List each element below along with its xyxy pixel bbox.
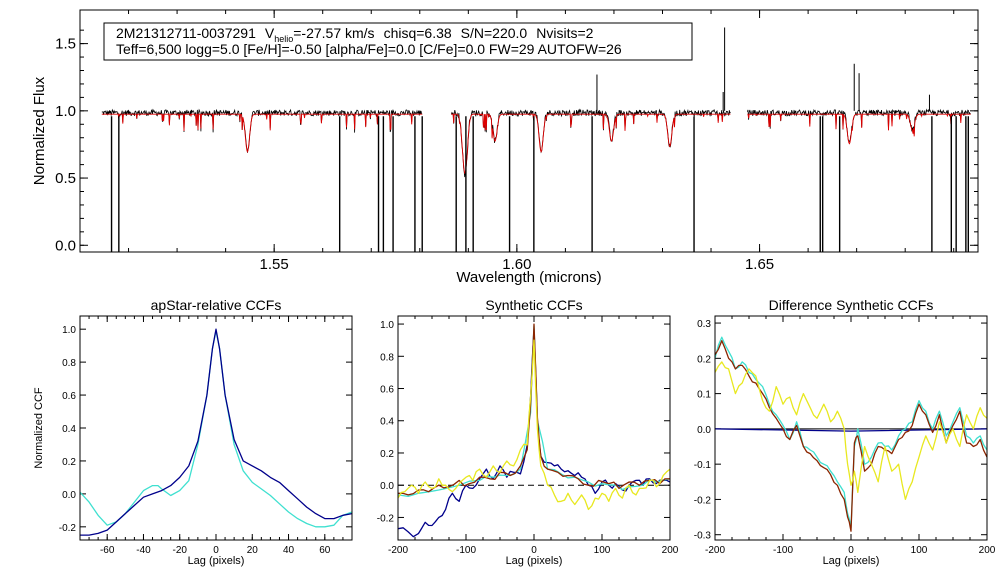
y-tick-label: 0.1: [697, 390, 711, 401]
x-tick-label: 200: [662, 545, 679, 556]
plot-frame: [79, 9, 979, 253]
x-tick-label: 0: [848, 545, 854, 556]
ccf-data: [80, 328, 352, 536]
x-axis-label: Lag (pixels): [506, 555, 563, 567]
x-tick-label: -40: [136, 545, 151, 556]
series-cyan: [715, 336, 987, 529]
snr-value: S/N=220.0: [461, 25, 528, 41]
y-tick-label: 0.0: [55, 237, 76, 254]
x-tick-label: -60: [100, 545, 115, 556]
model-spectrum-segment: [747, 113, 971, 145]
y-tick-label: 0.5: [55, 170, 76, 187]
y-tick-label: 0.6: [62, 391, 76, 402]
plot-frame: [714, 315, 988, 541]
synthetic-ccf-panel: Synthetic CCFs -0.2 0.0 0.2 0.4 0.6 0.8 1.0 -200…: [377, 297, 679, 567]
y-tick-label: 0.8: [380, 352, 394, 363]
x-tick-label: 60: [319, 545, 331, 556]
info-box: [103, 22, 693, 61]
star-id: 2M21312711-0037291: [116, 25, 256, 41]
y-tick-label: 1.5: [55, 36, 76, 53]
y-tick-label: 1.0: [380, 320, 394, 331]
x-tick-label: -100: [456, 545, 476, 556]
x-tick-label: 100: [594, 545, 611, 556]
x-axis-label: Lag (pixels): [188, 555, 245, 567]
y-tick-label: 0.2: [697, 354, 711, 365]
y-tick-label: 0.2: [62, 457, 76, 468]
x-tick-label: -200: [388, 545, 408, 556]
spectrum-panel: 0.0 0.5 1.0 1.5 1.55 1.60 1.65 Wavelength (micr…: [31, 9, 979, 286]
series-navy: [398, 328, 670, 538]
ccf-data: [715, 336, 987, 532]
y-tick-label: 0.0: [62, 490, 76, 501]
y-tick-label: -0.3: [694, 531, 712, 542]
x-tick-label: 200: [979, 545, 996, 556]
x-tick-label: 20: [247, 545, 259, 556]
x-tick-label: -200: [705, 545, 725, 556]
info-line-1: 2M21312711-0037291 Vhelio=-27.57 km/s chis…: [116, 25, 594, 44]
vhelio-subscript: helio: [274, 34, 293, 44]
x-tick-label: 100: [911, 545, 928, 556]
y-tick-label: -0.2: [377, 513, 395, 524]
spectrum-data: [101, 27, 971, 252]
y-axis-label: Normalized CCF: [33, 387, 45, 469]
x-tick-label: 1.55: [260, 256, 289, 273]
nvisits-value: Nvisits=2: [536, 25, 593, 41]
series-brown: [715, 340, 987, 532]
x-tick-label: 1.65: [745, 256, 774, 273]
apstar-ccf-panel: apStar-relative CCFs -0.2 0.0 0.2 0.4 0.6 0.8 1…: [33, 297, 353, 567]
model-spectrum-segment: [101, 113, 423, 154]
y-tick-label: 1.0: [62, 325, 76, 336]
y-tick-label: 0.4: [62, 424, 76, 435]
y-tick-label: -0.2: [694, 495, 712, 506]
info-line-2: Teff=6,500 logg=5.0 [Fe/H]=-0.50 [alpha/…: [116, 41, 622, 57]
plot-frame: [79, 315, 353, 541]
y-tick-label: -0.1: [694, 460, 712, 471]
chisq-value: chisq=6.38: [384, 25, 452, 41]
model-spectrum-segment: [451, 113, 731, 174]
vhelio-symbol: V: [265, 25, 275, 41]
y-tick-label: 0.3: [697, 319, 711, 330]
series-yellow: [398, 339, 670, 511]
series-navy: [80, 328, 352, 536]
x-axis-label: Wavelength (microns): [456, 269, 601, 286]
y-tick-label: 0.2: [380, 449, 394, 460]
difference-ccf-panel: Difference Synthetic CCFs -0.3 -0.2 -0.1 0.0…: [694, 297, 996, 567]
vhelio-value: =-27.57 km/s: [293, 25, 374, 41]
series-yellow: [715, 361, 987, 501]
y-tick-label: -0.2: [59, 523, 77, 534]
series-cyan: [80, 330, 352, 528]
series-brown: [398, 323, 670, 496]
ccf-data: [398, 323, 670, 538]
x-tick-label: -20: [173, 545, 188, 556]
x-tick-label: 0: [531, 545, 537, 556]
observed-spectrum-segment: [101, 108, 423, 153]
plot-frame: [397, 315, 671, 541]
panel-title: apStar-relative CCFs: [151, 297, 282, 313]
y-tick-label: 0.0: [697, 425, 711, 436]
observed-spectrum-segment: [450, 108, 731, 178]
y-tick-label: 0.4: [380, 417, 394, 428]
panel-title: Synthetic CCFs: [485, 297, 582, 313]
y-tick-label: 0.8: [62, 358, 76, 369]
x-tick-label: 40: [283, 545, 295, 556]
x-tick-label: 1.60: [502, 256, 531, 273]
y-tick-label: 0.0: [380, 481, 394, 492]
x-axis-label: Lag (pixels): [823, 555, 880, 567]
panel-title: Difference Synthetic CCFs: [769, 297, 934, 313]
y-axis-label: Normalized Flux: [31, 76, 48, 185]
x-tick-label: 0: [213, 545, 219, 556]
y-tick-label: 0.6: [380, 385, 394, 396]
y-tick-label: 1.0: [55, 103, 76, 120]
x-tick-label: -100: [773, 545, 793, 556]
